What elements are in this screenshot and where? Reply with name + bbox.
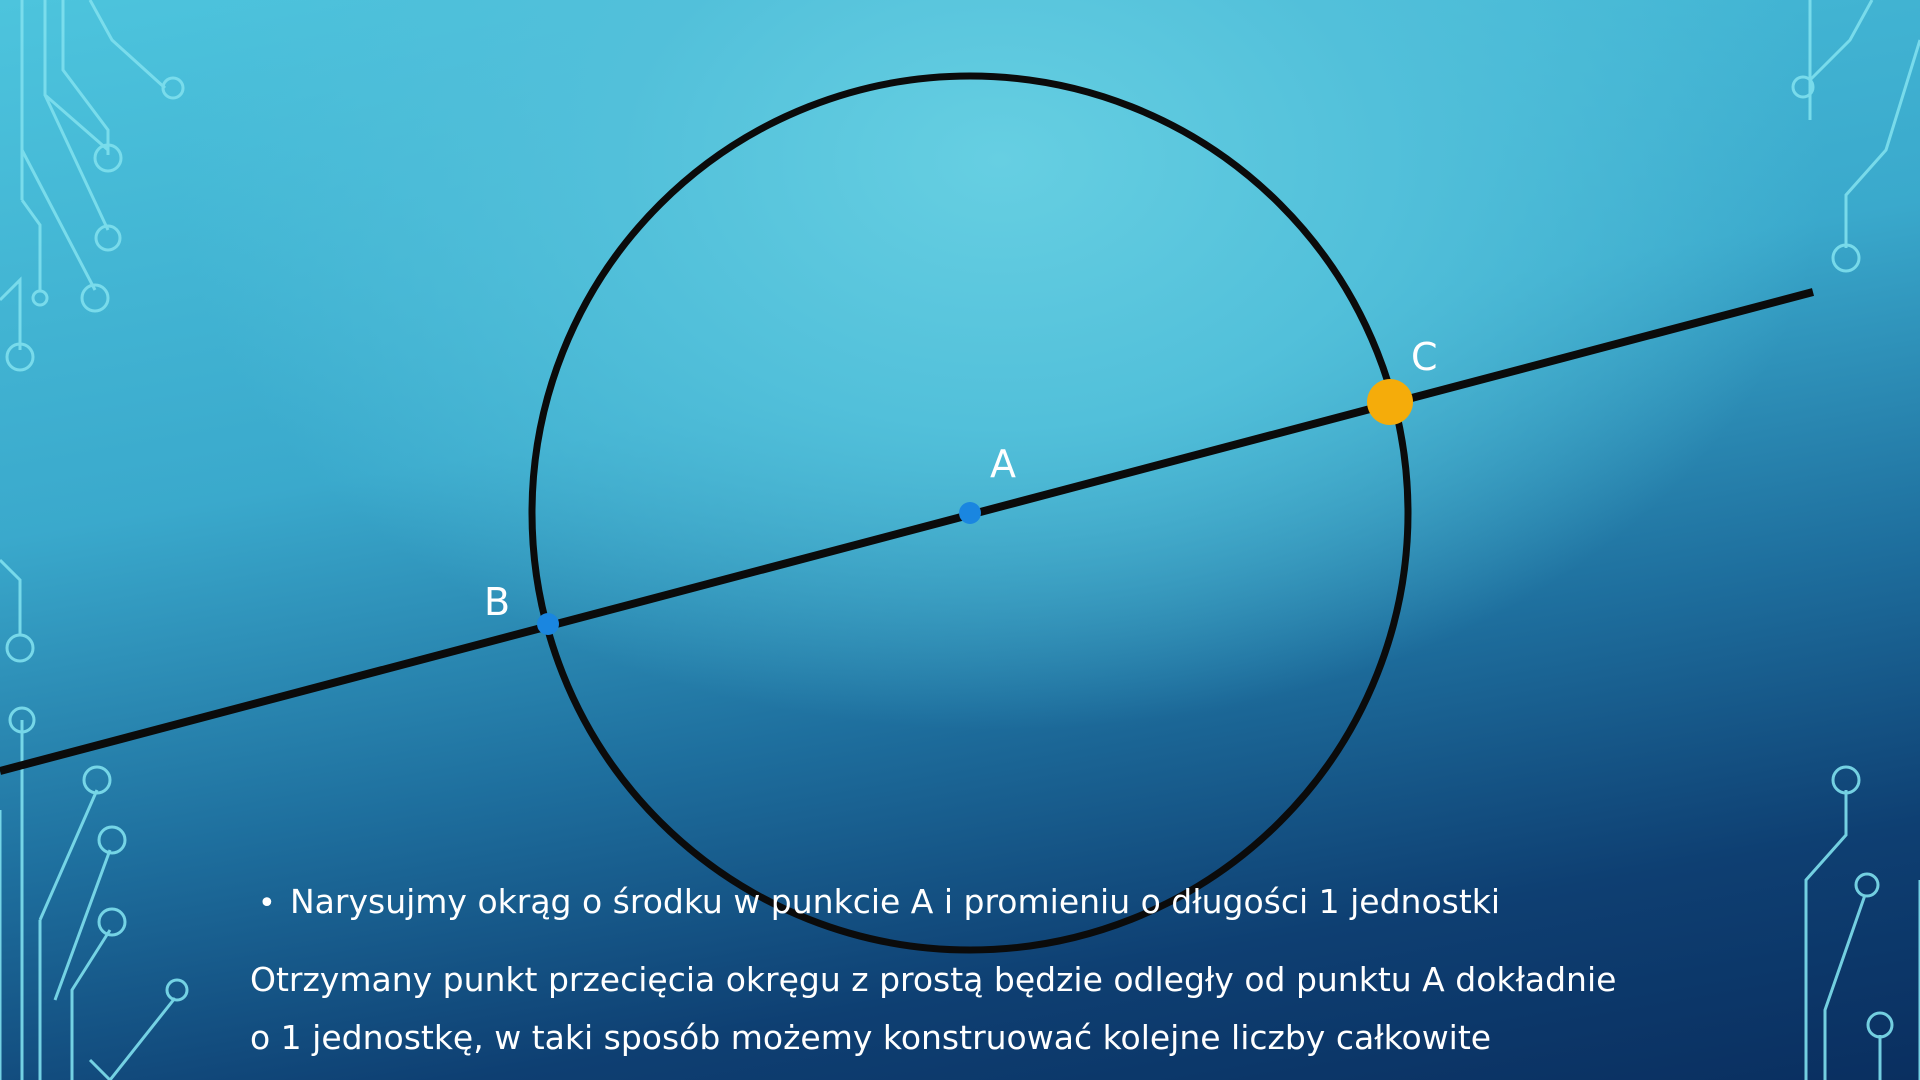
point-c	[1367, 379, 1413, 425]
bullet-icon: •	[258, 886, 276, 921]
paragraph-line-1: Otrzymany punkt przecięcia okręgu z pros…	[250, 960, 1617, 999]
point-c-label: C	[1411, 335, 1438, 379]
explanation-paragraph: Otrzymany punkt przecięcia okręgu z pros…	[250, 951, 1770, 1067]
number-line	[0, 288, 1815, 775]
bullet-text: Narysujmy okrąg o środku w punkcie A i p…	[290, 882, 1501, 921]
point-a-label: A	[990, 442, 1016, 486]
paragraph-line-2: o 1 jednostkę, w taki sposób możemy kons…	[250, 1018, 1492, 1057]
point-b	[537, 613, 559, 635]
point-a	[959, 502, 981, 524]
point-b-label: B	[484, 580, 511, 624]
unit-circle	[528, 72, 1412, 954]
slide-text: • Narysujmy okrąg o środku w punkcie A i…	[250, 885, 1770, 1067]
bullet-item: • Narysujmy okrąg o środku w punkcie A i…	[250, 882, 1770, 921]
